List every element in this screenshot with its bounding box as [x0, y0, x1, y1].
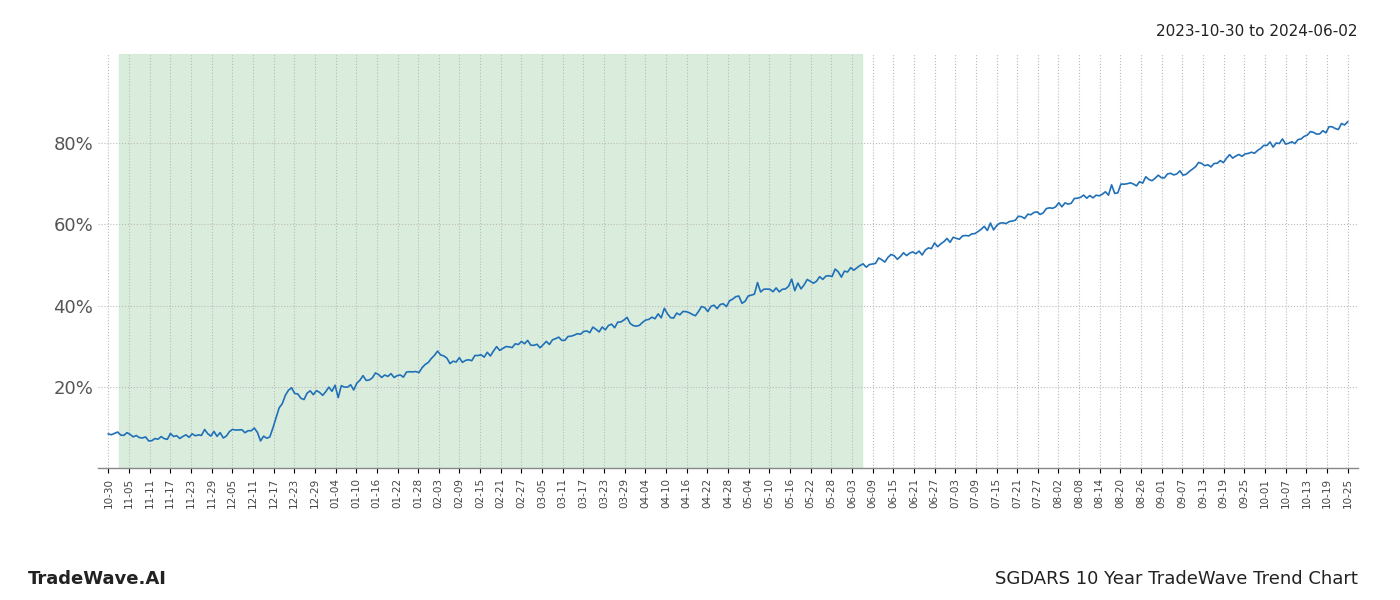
- Text: SGDARS 10 Year TradeWave Trend Chart: SGDARS 10 Year TradeWave Trend Chart: [995, 570, 1358, 588]
- Text: TradeWave.AI: TradeWave.AI: [28, 570, 167, 588]
- Text: 2023-10-30 to 2024-06-02: 2023-10-30 to 2024-06-02: [1156, 24, 1358, 39]
- Bar: [119, 54, 862, 468]
